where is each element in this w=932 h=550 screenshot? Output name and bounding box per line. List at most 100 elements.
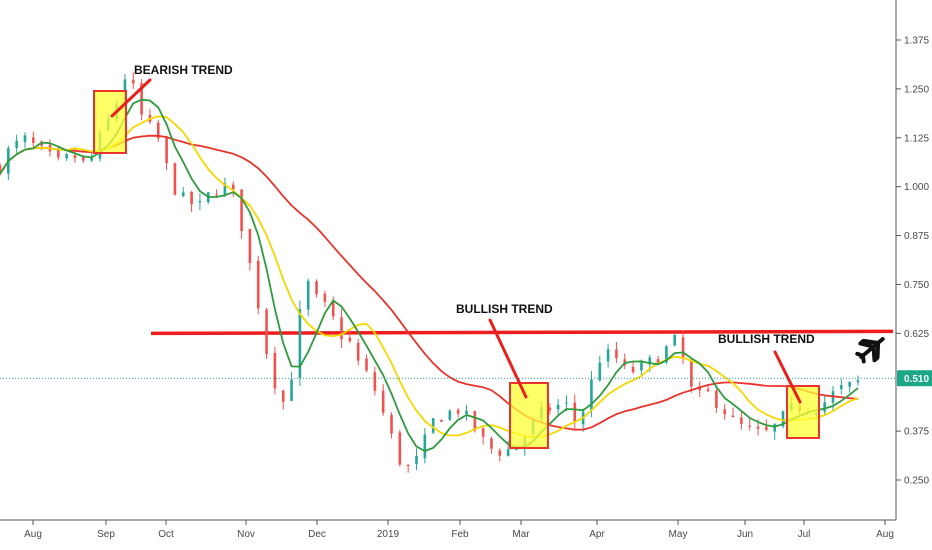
candle-body bbox=[756, 426, 760, 429]
candle-body bbox=[548, 407, 552, 411]
candle-body bbox=[465, 410, 468, 415]
candle-body bbox=[490, 438, 493, 449]
candle-body bbox=[73, 155, 77, 159]
annotation-bearish: BEARISH TREND bbox=[134, 63, 233, 77]
candle-body bbox=[240, 189, 243, 232]
candle-body bbox=[590, 379, 593, 411]
candle-body bbox=[82, 156, 85, 161]
moving-averages bbox=[0, 98, 859, 452]
candle-body bbox=[190, 191, 193, 205]
y-tick-label: 0.625 bbox=[904, 329, 929, 340]
candle-body bbox=[640, 362, 643, 371]
ma-mid-line bbox=[0, 115, 859, 438]
candle-body bbox=[840, 385, 843, 390]
candle-body bbox=[390, 414, 393, 434]
candle-body bbox=[440, 420, 443, 422]
candle-body bbox=[373, 372, 377, 391]
candle-body bbox=[32, 137, 35, 143]
candle-body bbox=[448, 410, 452, 420]
candle-body bbox=[273, 352, 277, 389]
candle-body bbox=[340, 317, 343, 340]
candle-body bbox=[356, 343, 360, 361]
x-tick-label: Aug bbox=[876, 529, 894, 540]
candle-body bbox=[656, 359, 660, 365]
candle-body bbox=[665, 346, 668, 363]
candle-body bbox=[740, 417, 743, 424]
candle-body bbox=[698, 386, 702, 391]
resistance-layer bbox=[150, 329, 894, 336]
y-tick-label: 1.250 bbox=[904, 84, 929, 95]
x-tick-label: Oct bbox=[158, 529, 174, 540]
candle-body bbox=[156, 122, 160, 139]
candle-body bbox=[856, 380, 860, 383]
candle-body bbox=[765, 426, 768, 430]
last-price-label: 0.510 bbox=[904, 374, 929, 385]
candle-body bbox=[573, 402, 577, 423]
candle-body bbox=[506, 449, 510, 456]
annotations: BEARISH TREND BULLISH TREND BULLISH TREND bbox=[110, 63, 885, 404]
x-tick-label: Sep bbox=[97, 529, 115, 540]
candle-body bbox=[481, 428, 485, 437]
candle-body bbox=[406, 464, 410, 467]
x-tick-label: Jul bbox=[798, 529, 811, 540]
y-tick-label: 0.250 bbox=[904, 476, 929, 487]
candle-body bbox=[398, 432, 402, 465]
bullish-box-1 bbox=[509, 382, 549, 449]
candle-body bbox=[781, 411, 785, 427]
candle-body bbox=[231, 184, 235, 190]
candle-body bbox=[57, 149, 60, 158]
candle-body bbox=[723, 409, 727, 415]
bearish-box bbox=[93, 90, 127, 154]
candle-body bbox=[598, 362, 602, 381]
candle-body bbox=[431, 418, 435, 433]
candle-body bbox=[748, 425, 752, 427]
candle-body bbox=[290, 379, 293, 401]
candle-body bbox=[606, 349, 610, 362]
candle-body bbox=[565, 402, 568, 404]
candle-body bbox=[256, 260, 260, 309]
candle-body bbox=[215, 194, 218, 196]
airplane-shape bbox=[855, 337, 885, 364]
y-tick-label: 1.375 bbox=[904, 36, 929, 47]
candle-body bbox=[715, 390, 718, 409]
candle-body bbox=[456, 409, 460, 414]
candle-body bbox=[648, 357, 652, 365]
candle-body bbox=[173, 163, 177, 195]
bullish-arrow-1 bbox=[488, 318, 528, 399]
candle-body bbox=[348, 337, 352, 342]
x-tick-label: May bbox=[669, 529, 688, 540]
candle-body bbox=[848, 381, 851, 387]
candle-body bbox=[331, 302, 335, 317]
x-tick-label: Mar bbox=[512, 529, 530, 540]
x-tick-label: Jun bbox=[737, 529, 753, 540]
annotation-bullish-2: BULLISH TREND bbox=[718, 332, 815, 346]
highlight-boxes bbox=[93, 90, 820, 449]
candle-body bbox=[265, 309, 268, 355]
bullish-box-2 bbox=[786, 385, 820, 439]
annotation-bullish-1: BULLISH TREND bbox=[456, 302, 553, 316]
candle-body bbox=[181, 192, 185, 197]
candle-body bbox=[298, 309, 302, 378]
candle-body bbox=[615, 349, 618, 359]
candle-body bbox=[673, 335, 677, 346]
candle-body bbox=[15, 140, 18, 149]
candle-body bbox=[773, 424, 776, 432]
candle-body bbox=[681, 337, 685, 359]
resistance-line bbox=[150, 329, 894, 336]
candle-body bbox=[323, 293, 327, 302]
candle-body bbox=[365, 358, 368, 371]
bullish-arrow-2 bbox=[773, 350, 802, 404]
x-tick-label: Dec bbox=[308, 529, 326, 540]
x-tick-label: Nov bbox=[237, 529, 255, 540]
candle-body bbox=[65, 154, 68, 159]
x-tick-label: Apr bbox=[589, 529, 605, 540]
candle-body bbox=[381, 390, 385, 413]
candle-body bbox=[415, 456, 418, 465]
x-tick-label: Feb bbox=[451, 529, 469, 540]
candle-body bbox=[90, 156, 93, 161]
candle-body bbox=[706, 389, 710, 392]
y-tick-label: 0.750 bbox=[904, 280, 929, 291]
